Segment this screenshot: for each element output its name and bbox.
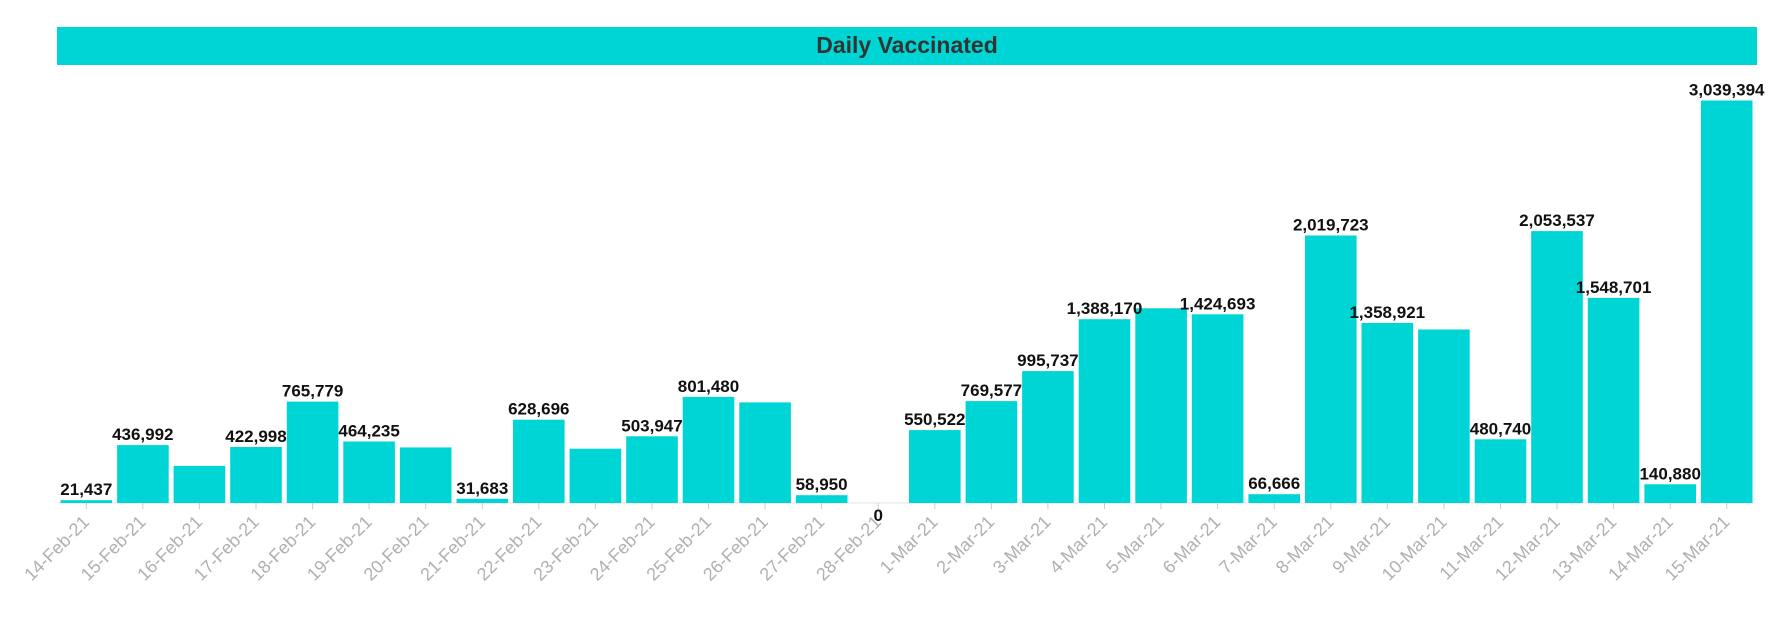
data-label-11-Mar-21: 480,740 <box>1470 419 1531 438</box>
data-label-7-Mar-21: 66,666 <box>1248 474 1300 493</box>
data-label-8-Mar-21: 2,019,723 <box>1293 216 1369 235</box>
x-tick-marks-group <box>85 503 1728 509</box>
data-label-14-Feb-21: 21,437 <box>60 480 112 499</box>
bar-10-Mar-21 <box>1418 329 1470 503</box>
bar-5-Mar-21 <box>1135 308 1187 503</box>
data-label-9-Mar-21: 1,358,921 <box>1349 303 1425 322</box>
bar-12-Mar-21 <box>1531 231 1583 503</box>
bar-15-Mar-21 <box>1700 100 1753 503</box>
bar-23-Feb-21 <box>569 448 622 503</box>
bar-21-Feb-21 <box>456 498 509 503</box>
bar-8-Mar-21 <box>1305 235 1357 503</box>
bar-20-Feb-21 <box>399 447 452 503</box>
bar-16-Feb-21 <box>173 465 226 503</box>
data-label-1-Mar-21: 550,522 <box>904 410 965 429</box>
data-label-6-Mar-21: 1,424,693 <box>1180 294 1256 313</box>
x-tick-label-6-Mar-21: 6-Mar-21 <box>1159 512 1225 578</box>
bar-2-Mar-21 <box>965 401 1018 503</box>
data-label-2-Mar-21: 769,577 <box>961 381 1022 400</box>
x-tick-label-7-Mar-21: 7-Mar-21 <box>1215 512 1281 578</box>
bar-11-Mar-21 <box>1474 439 1527 503</box>
bar-27-Feb-21 <box>795 495 848 503</box>
data-label-27-Feb-21: 58,950 <box>796 475 848 494</box>
data-label-15-Mar-21: 3,039,394 <box>1689 81 1765 100</box>
data-label-19-Feb-21: 464,235 <box>338 422 399 441</box>
bar-3-Mar-21 <box>1022 371 1074 503</box>
data-labels-group: 21,437 436,992 422,998 765,779 464,235 31,683… <box>60 81 1765 526</box>
data-label-15-Feb-21: 436,992 <box>112 425 173 444</box>
data-label-4-Mar-21: 1,388,170 <box>1067 299 1143 318</box>
bar-26-Feb-21 <box>739 402 791 503</box>
bar-1-Mar-21 <box>909 430 961 503</box>
bar-17-Feb-21 <box>230 447 282 503</box>
chart-title: Daily Vaccinated <box>816 32 998 58</box>
title-banner <box>57 27 1757 65</box>
data-label-3-Mar-21: 995,737 <box>1017 351 1078 370</box>
bar-25-Feb-21 <box>682 396 735 503</box>
bar-15-Feb-21 <box>117 445 169 503</box>
bar-18-Feb-21 <box>286 401 339 503</box>
bar-6-Mar-21 <box>1191 314 1244 503</box>
data-label-21-Feb-21: 31,683 <box>456 479 508 498</box>
data-label-28-Feb-21: 0 <box>873 506 882 525</box>
x-tick-label-4-Mar-21: 4-Mar-21 <box>1046 512 1112 578</box>
bar-14-Mar-21 <box>1644 484 1696 503</box>
bar-22-Feb-21 <box>513 419 565 503</box>
x-tick-label-8-Mar-21: 8-Mar-21 <box>1272 512 1338 578</box>
x-tick-label-3-Mar-21: 3-Mar-21 <box>989 512 1055 578</box>
x-tick-labels-group: 14-Feb-2115-Feb-2116-Feb-2117-Feb-2118-F… <box>20 512 1733 585</box>
data-label-13-Mar-21: 1,548,701 <box>1576 278 1652 297</box>
bar-13-Mar-21 <box>1587 297 1640 503</box>
bar-4-Mar-21 <box>1078 319 1131 503</box>
data-label-18-Feb-21: 765,779 <box>282 382 343 401</box>
data-label-12-Mar-21: 2,053,537 <box>1519 211 1595 230</box>
bar-24-Feb-21 <box>626 436 678 503</box>
x-tick-label-5-Mar-21: 5-Mar-21 <box>1102 512 1168 578</box>
data-label-17-Feb-21: 422,998 <box>225 427 286 446</box>
data-label-14-Mar-21: 140,880 <box>1639 464 1700 483</box>
x-tick-label-1-Mar-21: 1-Mar-21 <box>876 512 942 578</box>
bar-7-Mar-21 <box>1248 494 1300 503</box>
x-tick-label-2-Mar-21: 2-Mar-21 <box>932 512 998 578</box>
data-label-22-Feb-21: 628,696 <box>508 400 569 419</box>
bar-19-Feb-21 <box>343 441 395 503</box>
bar-14-Feb-21 <box>60 500 113 503</box>
data-label-24-Feb-21: 503,947 <box>621 416 682 435</box>
bars-group <box>60 100 1753 503</box>
bar-9-Mar-21 <box>1361 323 1414 503</box>
data-label-25-Feb-21: 801,480 <box>678 377 739 396</box>
